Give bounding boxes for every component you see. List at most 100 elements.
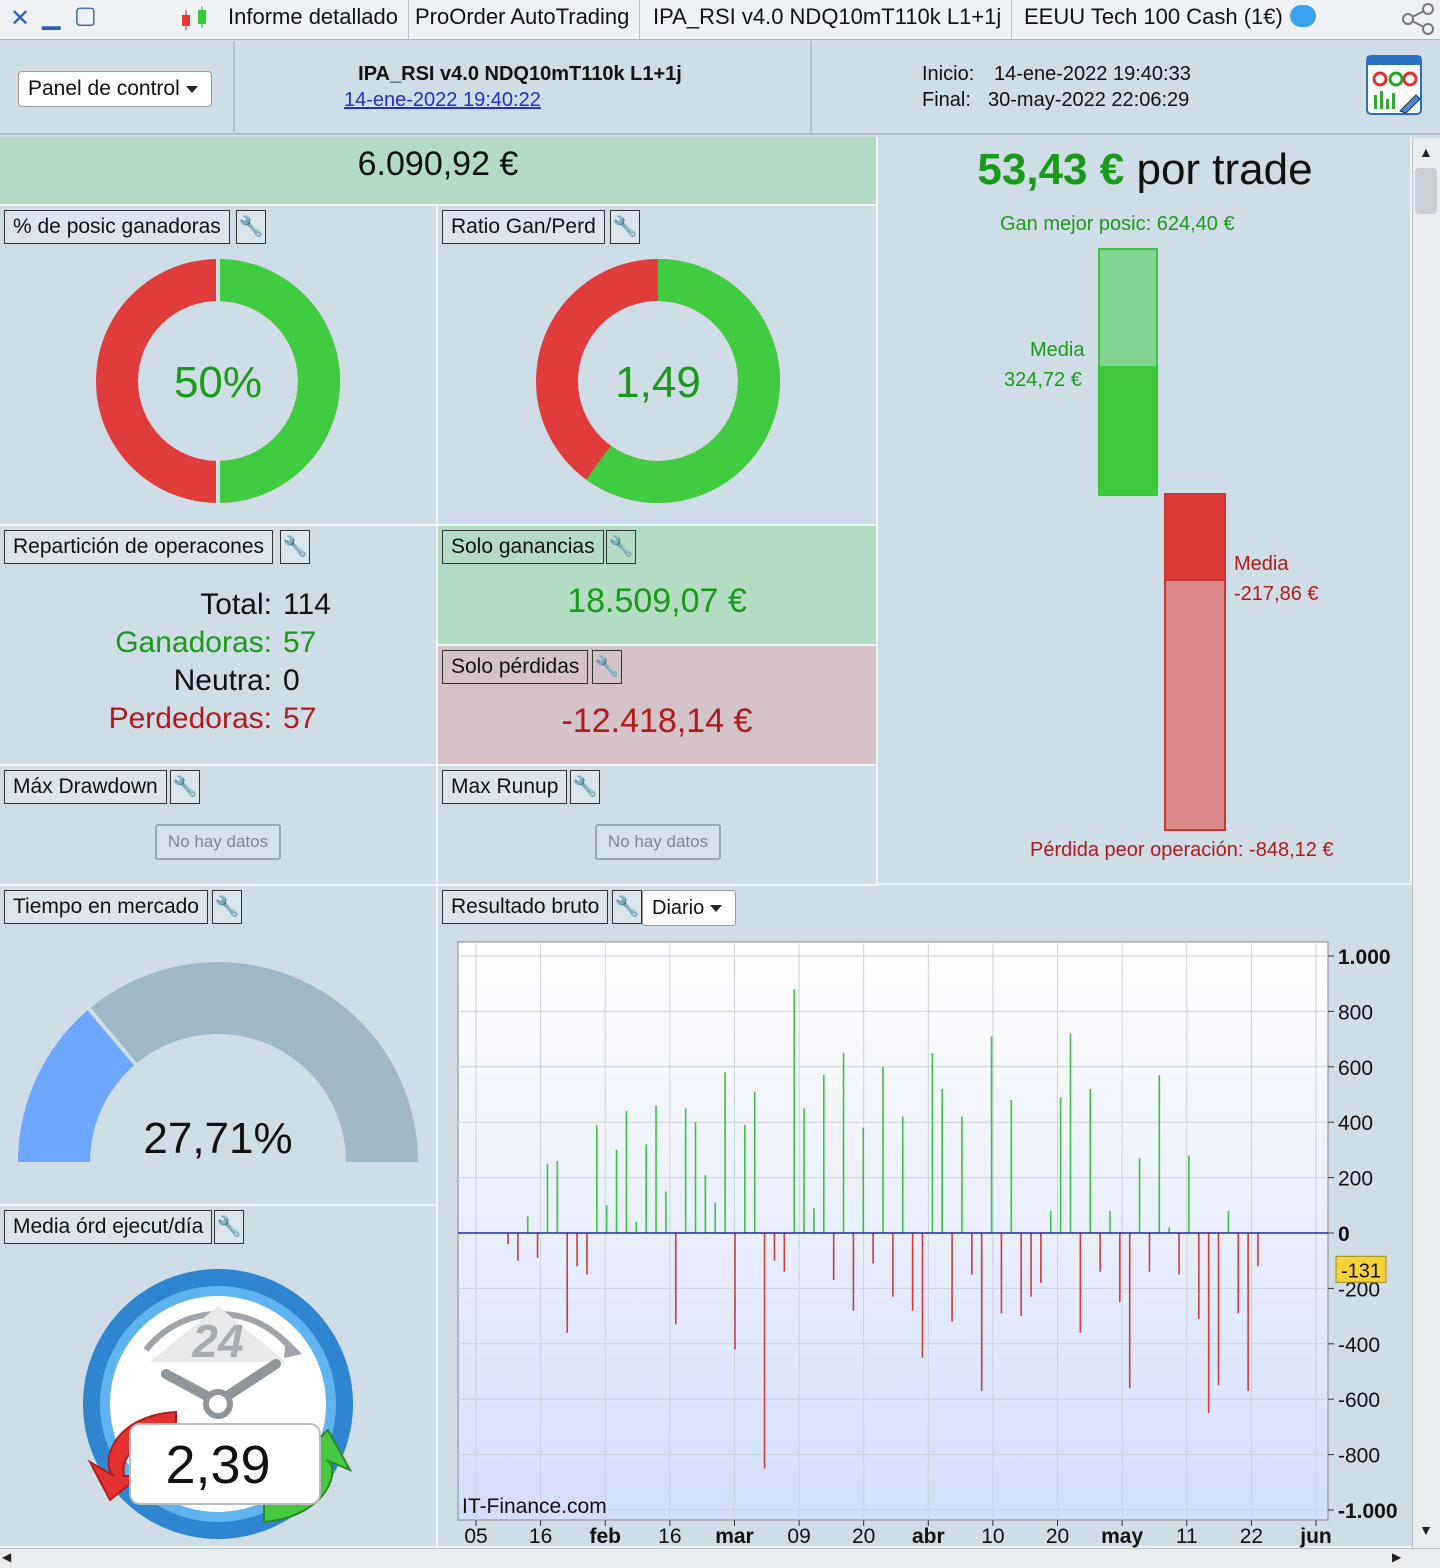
gains-only-value: 18.509,07 € — [567, 582, 747, 620]
wrench-icon[interactable]: 🔧 — [612, 890, 642, 924]
total-trades-value: 114 — [283, 588, 331, 621]
close-icon[interactable]: ✕ — [10, 5, 31, 32]
chevron-down-icon — [710, 905, 723, 913]
gross-result-panel: Resultado bruto 🔧 Diario 1.000 800 600 400 2… — [438, 886, 1412, 1548]
end-value: 30-may-2022 22:06:29 — [988, 89, 1190, 111]
win-loss-ratio-donut — [536, 259, 780, 503]
max-runup-title: Max Runup — [442, 770, 568, 804]
share-icon[interactable] — [1398, 2, 1438, 36]
per-trade-value: 53,43 € — [977, 145, 1125, 194]
y-tick-label: -600 — [1338, 1389, 1380, 1412]
no-data-button[interactable]: No hay datos — [595, 824, 721, 860]
panel-control-dropdown[interactable]: Panel de control — [18, 71, 212, 107]
max-runup-panel: Max Runup 🔧 No hay datos — [438, 766, 878, 886]
scrollbar-thumb[interactable] — [1415, 168, 1437, 214]
gauge-track — [18, 962, 418, 1162]
losing-trades-value: 57 — [283, 702, 317, 735]
current-value-label: -131 — [1341, 1260, 1381, 1282]
y-tick-label: -200 — [1338, 1278, 1380, 1301]
y-tick-label: 600 — [1338, 1057, 1373, 1080]
market-time-panel: Tiempo en mercado 🔧 27,71% — [0, 886, 438, 1206]
x-tick-label: 11 — [1176, 1525, 1198, 1548]
divider — [810, 41, 812, 135]
wrench-icon[interactable]: 🔧 — [570, 770, 600, 804]
tab-proorder[interactable]: ProOrder AutoTrading — [405, 0, 641, 40]
avg-loss-value: -217,86 € — [1234, 583, 1319, 605]
win-loss-ratio-title: Ratio Gan/Perd — [442, 210, 605, 244]
gauge-fill — [18, 1009, 136, 1162]
scroll-right-icon[interactable]: ▶ — [1392, 1550, 1402, 1564]
report-settings-icon[interactable] — [1366, 55, 1426, 117]
x-tick-label: may — [1101, 1525, 1143, 1548]
total-result-value: 6.090,92 € — [357, 145, 519, 183]
wrench-icon[interactable]: 🔧 — [170, 770, 200, 804]
scroll-up-icon[interactable]: ▲ — [1419, 144, 1433, 160]
y-tick-label: 800 — [1338, 1001, 1373, 1024]
orders-per-day-panel: Media órd ejecut/día 🔧 24 2,39 — [0, 1206, 438, 1548]
win-percentage-donut — [96, 258, 340, 504]
clock-icon — [83, 1269, 353, 1539]
trades-breakdown-title: Repartición de operacones — [4, 530, 273, 564]
x-tick-label: 10 — [981, 1525, 1004, 1548]
panel-control-label: Panel de control — [28, 77, 180, 100]
avg-loss-label: Media — [1234, 553, 1289, 575]
scroll-down-icon[interactable]: ▼ — [1419, 1522, 1433, 1538]
x-tick-label: 09 — [787, 1525, 810, 1548]
tab-strategy[interactable]: IPA_RSI v4.0 NDQ10mT110k L1+1j — [643, 0, 1013, 40]
winning-trades-label: Ganadoras: — [115, 626, 272, 659]
y-tick-label: -1.000 — [1338, 1500, 1398, 1523]
period-dropdown[interactable]: Diario — [642, 890, 736, 926]
tab-instrument[interactable]: EEUU Tech 100 Cash (1€) — [1024, 4, 1283, 29]
strategy-date-link[interactable]: 14-ene-2022 19:40:22 — [344, 89, 541, 111]
worst-loss-label: Pérdida peor operación: -848,12 € — [1030, 839, 1334, 861]
per-trade-panel: 53,43 € por trade Gan mejor posic: 624,4… — [878, 137, 1412, 885]
x-tick-label: mar — [715, 1525, 754, 1548]
neutral-trades-value: 0 — [283, 664, 300, 697]
orders-per-day-value: 2,39 — [165, 1435, 271, 1495]
wrench-icon[interactable]: 🔧 — [236, 210, 266, 244]
wrench-icon[interactable]: 🔧 — [592, 650, 622, 684]
losses-only-panel: Solo pérdidas 🔧 -12.418,14 € — [438, 646, 878, 766]
x-tick-label: jun — [1299, 1525, 1332, 1548]
report-header: Panel de control IPA_RSI v4.0 NDQ10mT110… — [0, 41, 1440, 135]
x-tick-label: 16 — [529, 1525, 552, 1548]
start-label: Inicio: — [922, 63, 975, 85]
chat-icon[interactable] — [1290, 5, 1316, 27]
per-trade-suffix: por trade — [1136, 145, 1313, 194]
horizontal-scrollbar[interactable]: ◀ ▶ — [0, 1548, 1440, 1568]
gross-result-chart: 1.000 800 600 400 200 0 -200 -400 -600 -800 -1.000… — [457, 941, 1398, 1548]
x-tick-label: 20 — [1046, 1525, 1069, 1548]
win-percentage-title: % de posic ganadoras — [4, 210, 230, 244]
tab-detailed-report[interactable]: Informe detallado — [218, 0, 409, 40]
wrench-icon[interactable]: 🔧 — [212, 890, 242, 924]
scroll-left-icon[interactable]: ◀ — [2, 1550, 12, 1564]
vertical-scrollbar[interactable]: ▲ ▼ — [1412, 138, 1440, 1548]
wrench-icon[interactable]: 🔧 — [610, 210, 640, 244]
wrench-icon[interactable]: 🔧 — [606, 530, 636, 564]
orders-per-day-title: Media órd ejecut/día — [4, 1210, 213, 1244]
avg-win-label: Media — [1030, 339, 1085, 361]
y-tick-label: 200 — [1338, 1168, 1373, 1191]
y-tick-label: -800 — [1338, 1445, 1380, 1468]
avg-win-value: 324,72 € — [1004, 369, 1082, 391]
x-tick-label: 20 — [852, 1525, 875, 1548]
win-loss-ratio-value: 1,49 — [615, 358, 701, 407]
minimize-icon[interactable]: ▁ — [42, 3, 61, 30]
y-tick-label: 400 — [1338, 1112, 1373, 1135]
wrench-icon[interactable]: 🔧 — [214, 1210, 244, 1244]
candlestick-icon — [182, 6, 206, 30]
gains-only-panel: Solo ganancias 🔧 18.509,07 € — [438, 526, 878, 646]
strategy-name: IPA_RSI v4.0 NDQ10mT110k L1+1j — [358, 63, 682, 85]
no-data-button[interactable]: No hay datos — [155, 824, 281, 860]
win-percentage-value: 50% — [173, 358, 263, 407]
losses-only-value: -12.418,14 € — [561, 702, 753, 740]
trades-breakdown-panel: Repartición de operacones 🔧 Total: 114 G… — [0, 526, 438, 766]
best-win-bar — [1098, 248, 1158, 366]
current-value-badge — [1335, 1255, 1387, 1283]
end-label: Final: — [922, 89, 971, 111]
clock-hours-label: 24 — [192, 1315, 244, 1367]
average-loss-bar — [1164, 493, 1226, 581]
wrench-icon[interactable]: 🔧 — [280, 530, 310, 564]
maximize-icon[interactable]: ▢ — [74, 2, 97, 29]
max-drawdown-title: Máx Drawdown — [4, 770, 167, 804]
